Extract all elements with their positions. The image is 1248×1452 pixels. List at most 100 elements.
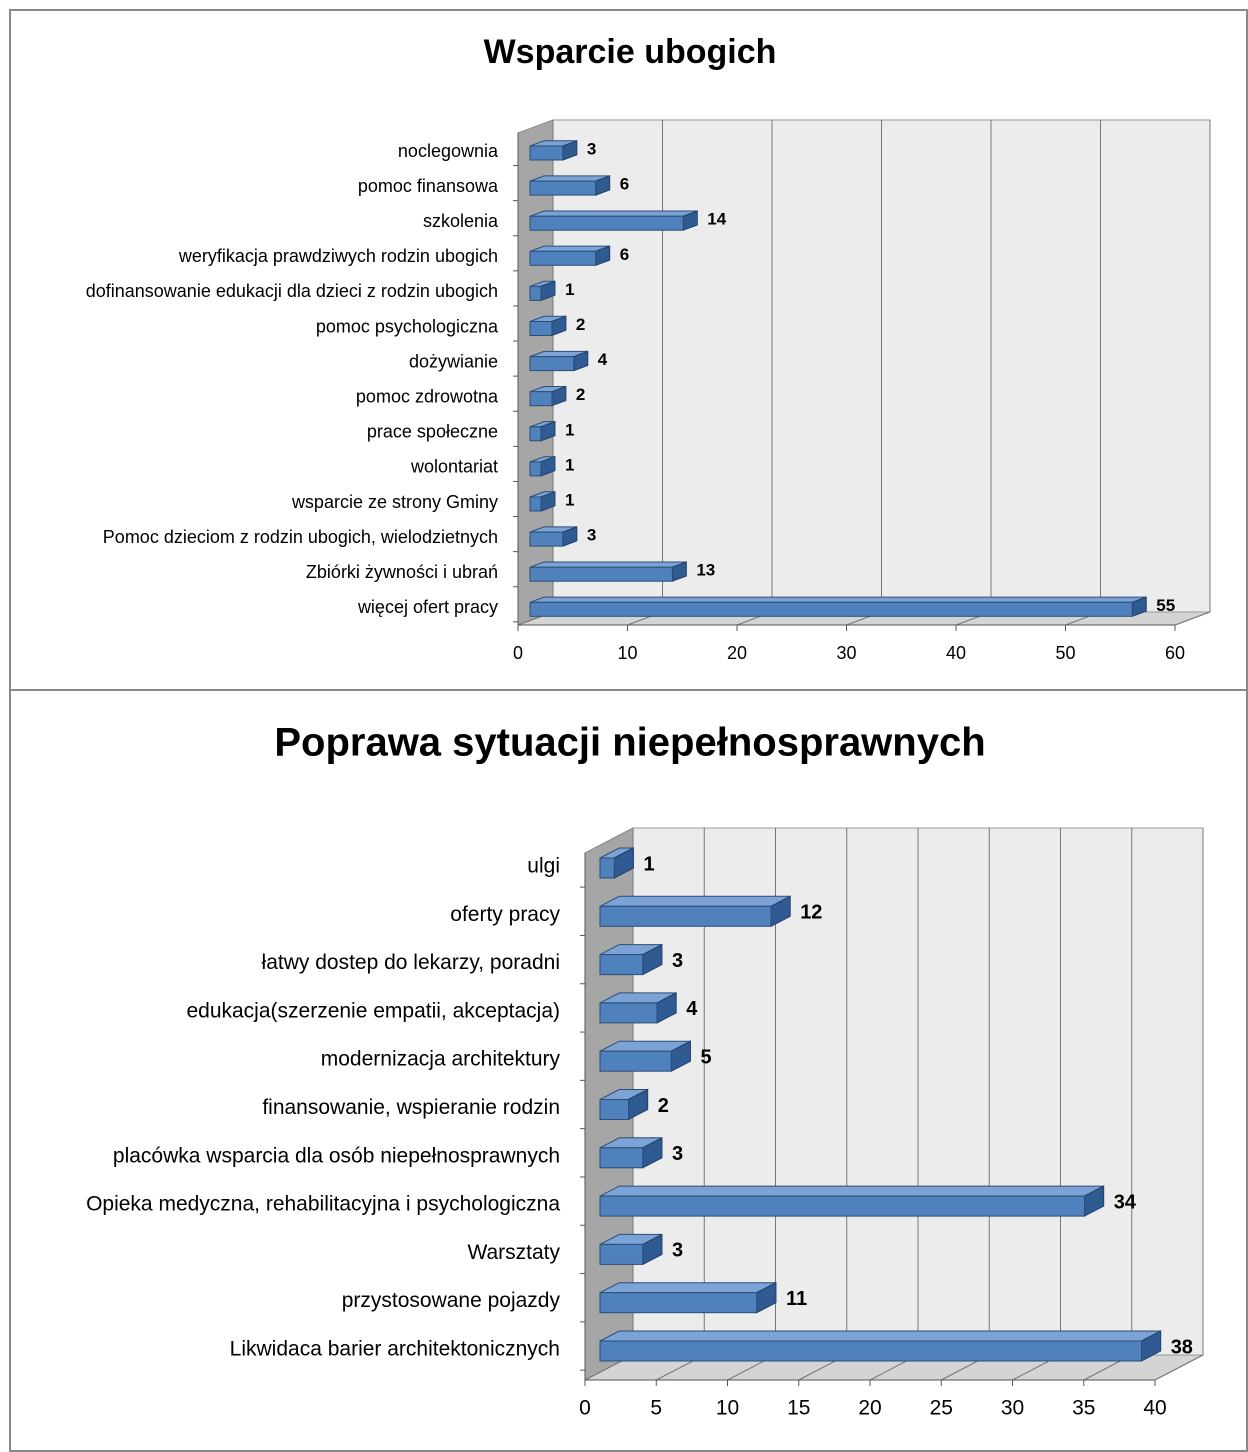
bar (529, 496, 542, 512)
value-label: 3 (672, 1240, 683, 1262)
y-tick-label: pomoc zdrowotna (356, 386, 499, 406)
bar (529, 285, 542, 301)
y-tick-label: szkolenia (423, 211, 499, 231)
bar (599, 1099, 629, 1120)
bar-top (599, 895, 791, 907)
y-tick-label: noclegownia (398, 141, 499, 161)
bar (599, 1340, 1142, 1362)
value-label: 3 (587, 526, 596, 545)
y-tick-label: pomoc finansowa (358, 176, 499, 196)
value-label: 6 (620, 245, 629, 264)
chart-title: Wsparcie ubogich (484, 33, 777, 71)
bar-top (599, 1282, 777, 1294)
y-tick-label: wsparcie ze strony Gminy (291, 492, 498, 512)
value-label: 11 (786, 1288, 807, 1310)
bar-top (529, 561, 687, 568)
bar (529, 601, 1133, 617)
bar (599, 1050, 672, 1072)
value-label: 1 (565, 280, 574, 299)
y-tick-label: przystosowane pojazdy (342, 1289, 561, 1312)
value-label: 2 (658, 1095, 669, 1117)
y-tick-label: pomoc psychologiczna (316, 316, 499, 336)
grid-line (1174, 611, 1211, 626)
value-label: 34 (1114, 1191, 1137, 1213)
value-label: 6 (620, 175, 629, 194)
value-label: 38 (1171, 1336, 1193, 1358)
x-tick-label: 40 (946, 643, 966, 663)
y-tick-label: dożywianie (409, 351, 498, 371)
bar-top (599, 1330, 1161, 1342)
bar (529, 566, 673, 582)
bar-top (529, 596, 1147, 603)
y-tick-label: łatwy dostep do lekarzy, poradni (262, 951, 560, 974)
chart-title: Poprawa sytuacji niepełnosprawnych (274, 721, 985, 765)
value-label: 13 (696, 561, 715, 580)
y-tick-label: placówka wsparcia dla osób niepełnospraw… (113, 1144, 560, 1167)
value-label: 14 (707, 210, 726, 229)
y-tick-label: finansowanie, wspieranie rodzin (262, 1096, 560, 1119)
bar (529, 531, 564, 547)
bar (599, 1147, 644, 1169)
side-wall (517, 119, 554, 626)
x-tick-label: 30 (1001, 1397, 1024, 1420)
x-tick-label: 0 (579, 1397, 591, 1420)
bar-top (529, 210, 698, 217)
y-tick-label: Likwidaca barier architektonicznych (230, 1338, 560, 1361)
y-tick-label: weryfikacja prawdziwych rodzin ubogich (178, 246, 498, 266)
bar (529, 426, 542, 442)
bar-top (599, 1185, 1104, 1197)
x-tick-label: 15 (787, 1397, 810, 1420)
bar (529, 215, 684, 231)
x-tick-label: 50 (1055, 643, 1075, 663)
y-tick-label: edukacja(szerzenie empatii, akceptacja) (186, 999, 560, 1022)
x-tick-label: 40 (1143, 1397, 1166, 1420)
bar (529, 356, 575, 372)
value-label: 1 (565, 490, 574, 509)
bar (599, 857, 615, 879)
y-tick-label: więcej ofert pracy (357, 597, 498, 617)
value-label: 2 (576, 385, 585, 404)
value-label: 3 (672, 950, 683, 972)
bar (599, 1292, 758, 1314)
chart-frame (9, 689, 1248, 1452)
value-label: 12 (800, 902, 822, 924)
x-tick-label: 20 (858, 1397, 881, 1420)
bar (599, 905, 772, 927)
bar (529, 250, 597, 266)
x-tick-label: 30 (836, 643, 856, 663)
value-label: 1 (643, 853, 654, 875)
x-tick-label: 35 (1072, 1397, 1095, 1420)
y-tick-label: prace społeczne (367, 422, 498, 442)
value-label: 1 (565, 420, 574, 439)
value-label: 3 (587, 139, 596, 158)
value-label: 2 (576, 315, 585, 334)
bar (599, 1195, 1085, 1217)
y-tick-label: Opieka medyczna, rehabilitacyjna i psych… (86, 1193, 560, 1216)
x-tick-label: 60 (1165, 643, 1185, 663)
y-tick-label: dofinansowanie edukacji dla dzieci z rod… (86, 281, 498, 301)
value-label: 4 (686, 998, 698, 1020)
x-tick-label: 0 (513, 643, 523, 663)
value-label: 3 (672, 1143, 683, 1165)
y-tick-label: ulgi (527, 855, 560, 878)
y-tick-label: Zbiórki żywności i ubrań (306, 562, 498, 582)
x-tick-label: 5 (650, 1397, 662, 1420)
bar (529, 391, 553, 407)
bar (529, 461, 542, 477)
x-tick-label: 10 (617, 643, 637, 663)
y-tick-label: oferty pracy (450, 903, 560, 926)
grid-line (1154, 1354, 1204, 1381)
value-label: 1 (565, 455, 574, 474)
y-tick-label: wolontariat (410, 457, 498, 477)
bar (529, 145, 564, 161)
value-label: 4 (598, 350, 608, 369)
x-tick-label: 25 (930, 1397, 953, 1420)
bar (529, 180, 597, 196)
value-label: 5 (700, 1046, 711, 1068)
y-tick-label: Warsztaty (467, 1241, 560, 1264)
value-label: 55 (1156, 596, 1175, 615)
bar (599, 1002, 658, 1024)
y-tick-label: Pomoc dzieciom z rodzin ubogich, wielodz… (103, 527, 498, 547)
bar (599, 1243, 644, 1265)
